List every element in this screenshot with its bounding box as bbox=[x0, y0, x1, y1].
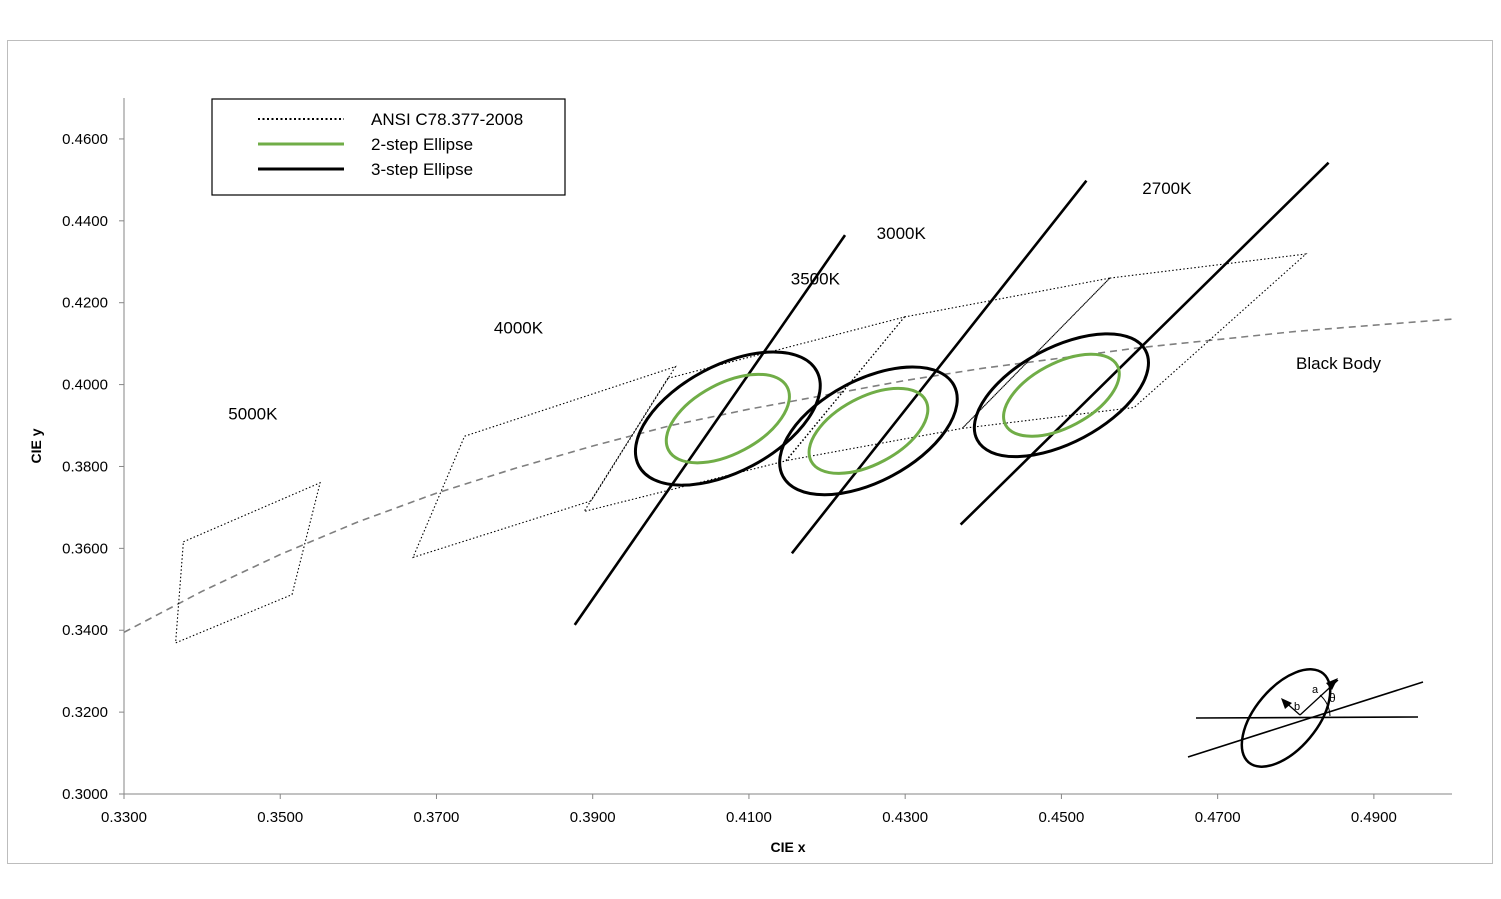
ansi-quadrangle bbox=[412, 365, 677, 559]
black-body-label: Black Body bbox=[1296, 354, 1382, 373]
x-tick-label: 0.3900 bbox=[570, 809, 616, 826]
legend-label: 3-step Ellipse bbox=[371, 160, 473, 179]
ansi-quadrangle bbox=[582, 316, 906, 513]
x-tick-label: 0.3300 bbox=[101, 809, 147, 826]
cct-line bbox=[959, 161, 1330, 526]
y-tick-label: 0.3000 bbox=[62, 786, 108, 803]
inset-a-arrowhead bbox=[1326, 678, 1338, 690]
x-tick-label: 0.4300 bbox=[882, 809, 928, 826]
x-tick-label: 0.3700 bbox=[414, 809, 460, 826]
y-tick-label: 0.4000 bbox=[62, 377, 108, 394]
two-step-ellipse bbox=[807, 386, 930, 475]
inset-a-label: a bbox=[1312, 684, 1319, 696]
inset-horizontal-axis bbox=[1195, 716, 1419, 719]
cct-label: 4000K bbox=[494, 318, 544, 337]
legend: ANSI C78.377-2008 2-step Ellipse 3-step El… bbox=[211, 98, 566, 196]
ansi-quadrangle bbox=[960, 253, 1308, 430]
y-tick-label: 0.3600 bbox=[62, 540, 108, 557]
three-step-ellipse bbox=[633, 350, 822, 487]
cct-label: 2700K bbox=[1142, 179, 1192, 198]
x-tick-label: 0.4900 bbox=[1351, 809, 1397, 826]
inset-theta-label: θ bbox=[1329, 691, 1336, 705]
cct-label: 5000K bbox=[228, 404, 278, 423]
x-tick-label: 0.4100 bbox=[726, 809, 772, 826]
cct-line bbox=[790, 179, 1088, 555]
inset-b-label: b bbox=[1294, 701, 1300, 713]
x-tick-label: 0.4700 bbox=[1195, 809, 1241, 826]
legend-label: 2-step Ellipse bbox=[371, 135, 473, 154]
y-tick-label: 0.3400 bbox=[62, 622, 108, 639]
y-tick-label: 0.3800 bbox=[62, 458, 108, 475]
y-tick-label: 0.4200 bbox=[62, 295, 108, 312]
two-step-ellipse bbox=[664, 372, 791, 465]
chart-frame bbox=[7, 40, 1493, 864]
inset-b-arrowhead bbox=[1281, 698, 1292, 709]
legend-label: ANSI C78.377-2008 bbox=[371, 110, 523, 129]
inset-theta-arc bbox=[1319, 694, 1331, 717]
x-axis-title: CIE x bbox=[770, 839, 805, 855]
legend-box bbox=[211, 98, 566, 196]
ellipse-definition-inset: ab θ bbox=[1187, 668, 1424, 768]
x-tick-label: 0.4500 bbox=[1038, 809, 1084, 826]
ansi-quadrangle bbox=[174, 481, 321, 644]
inset-major-axis bbox=[1187, 681, 1424, 758]
y-tick-label: 0.4600 bbox=[62, 131, 108, 148]
cct-label: 3000K bbox=[877, 224, 927, 243]
black-body-curve bbox=[123, 318, 1453, 634]
x-tick-label: 0.3500 bbox=[257, 809, 303, 826]
two-step-ellipse bbox=[1002, 352, 1121, 438]
ansi-quadrangle bbox=[784, 277, 1112, 462]
inset-ellipse bbox=[1240, 668, 1332, 768]
y-axis-title: CIE y bbox=[28, 428, 44, 463]
cct-line bbox=[573, 234, 847, 626]
y-tick-label: 0.4400 bbox=[62, 213, 108, 230]
three-step-ellipse bbox=[972, 332, 1150, 459]
y-tick-label: 0.3200 bbox=[62, 704, 108, 721]
three-step-ellipse bbox=[778, 365, 959, 497]
